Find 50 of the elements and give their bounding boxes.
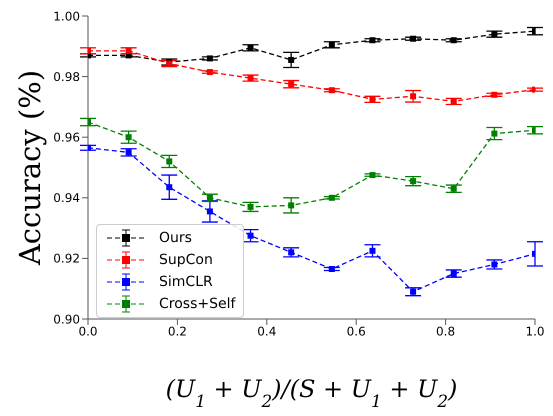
x-tick-label: 0.0 bbox=[78, 324, 98, 339]
point bbox=[288, 249, 294, 256]
point bbox=[491, 261, 498, 268]
legend-label: Ours bbox=[159, 230, 192, 246]
point bbox=[450, 186, 457, 192]
y-tick-label: 1.00 bbox=[53, 9, 80, 24]
point bbox=[410, 36, 416, 42]
point bbox=[126, 134, 132, 140]
y-tick-label: 0.98 bbox=[53, 70, 80, 84]
point bbox=[450, 270, 457, 277]
point bbox=[491, 130, 498, 137]
y-tick-label: 0.96 bbox=[53, 130, 80, 144]
point bbox=[369, 37, 376, 44]
point bbox=[328, 194, 335, 201]
point bbox=[410, 178, 416, 184]
point bbox=[206, 194, 213, 201]
text: (U$_{1}$ + U$_{2}$)/(S + U$_{1}$ + U$_{2}$) bbox=[166, 375, 458, 411]
y-tick-label: 0.90 bbox=[53, 312, 80, 326]
legend-label: Cross+Self bbox=[159, 296, 236, 312]
point bbox=[410, 93, 416, 100]
point bbox=[288, 81, 294, 88]
point bbox=[206, 55, 213, 62]
x-tick-label: 0.6 bbox=[346, 324, 366, 339]
point bbox=[166, 184, 172, 190]
point bbox=[126, 149, 132, 156]
point bbox=[206, 208, 213, 214]
point bbox=[369, 248, 376, 254]
y-tick-label: 0.94 bbox=[53, 191, 80, 206]
point bbox=[369, 172, 376, 178]
point bbox=[328, 266, 335, 272]
point bbox=[166, 158, 172, 164]
x-tick-label: 1.0 bbox=[525, 324, 545, 339]
x-tick-label: 0.4 bbox=[257, 324, 276, 339]
legend-label: SimCLR bbox=[159, 274, 213, 290]
point bbox=[248, 44, 254, 51]
point bbox=[450, 37, 457, 44]
point bbox=[288, 202, 294, 208]
y-axis-title: Accuracy (%) bbox=[12, 70, 47, 266]
point bbox=[328, 42, 335, 48]
x-tick-label: 0.8 bbox=[436, 324, 456, 339]
point bbox=[206, 69, 213, 76]
x-tick-label: 0.2 bbox=[168, 324, 187, 339]
y-tick-label: 0.92 bbox=[53, 252, 80, 266]
point bbox=[248, 204, 254, 210]
point bbox=[410, 288, 416, 295]
legend-label: SupCon bbox=[159, 252, 213, 268]
point bbox=[328, 87, 335, 94]
point bbox=[248, 232, 254, 239]
point bbox=[288, 56, 294, 63]
point bbox=[491, 92, 498, 98]
